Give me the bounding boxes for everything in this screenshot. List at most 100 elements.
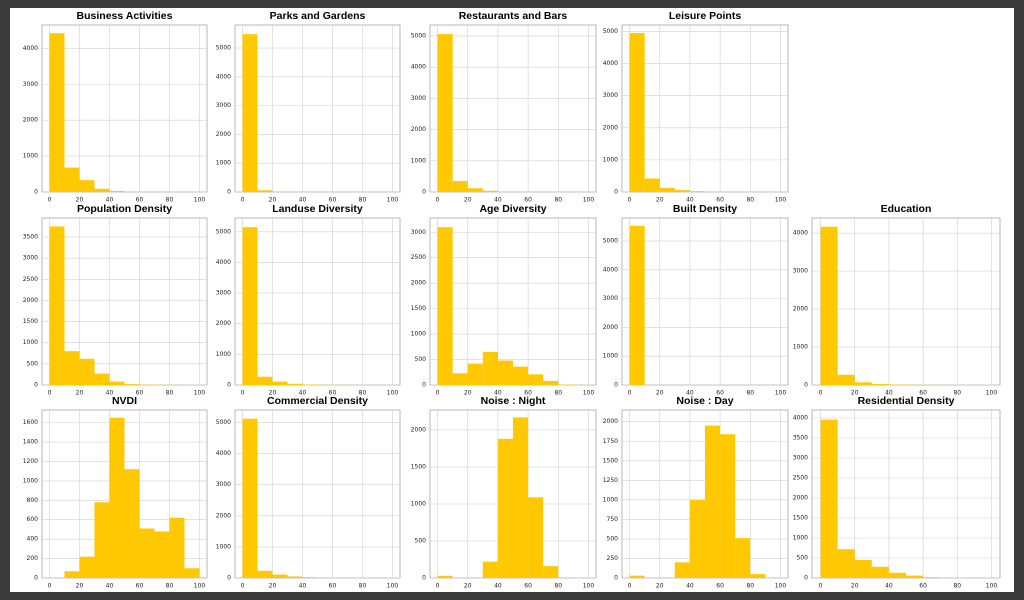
- bar: [302, 577, 318, 578]
- y-tick-label: 0: [422, 382, 426, 389]
- chart-title: NVDI: [112, 395, 137, 407]
- y-tick-label: 500: [797, 555, 809, 562]
- x-tick-label: 80: [166, 583, 174, 590]
- x-tick-label: 20: [269, 583, 277, 590]
- x-tick-label: 0: [628, 583, 632, 590]
- bar: [497, 360, 513, 385]
- y-tick-label: 800: [27, 497, 39, 504]
- bar: [674, 562, 690, 578]
- y-tick-label: 1000: [23, 153, 38, 160]
- chart-title: Noise : Day: [676, 395, 733, 407]
- plot-area: [811, 217, 1001, 386]
- x-tick-label: 80: [746, 197, 754, 204]
- x-tick-label: 100: [387, 390, 399, 397]
- bar: [169, 517, 185, 578]
- y-tick-label: 4000: [411, 64, 426, 71]
- y-tick-label: 5000: [411, 32, 426, 39]
- x-tick-label: 100: [775, 197, 787, 204]
- y-tick-label: 3000: [603, 295, 618, 302]
- bar: [257, 190, 273, 192]
- y-tick-label: 3000: [216, 102, 231, 109]
- y-tick-label: 200: [27, 555, 39, 562]
- y-tick-label: 1000: [216, 351, 231, 358]
- plot-area: [234, 24, 401, 193]
- bar: [94, 373, 110, 385]
- x-tick-label: 0: [48, 197, 52, 204]
- x-tick-label: 60: [919, 583, 927, 590]
- bar: [109, 190, 125, 192]
- y-tick-label: 2000: [603, 418, 618, 425]
- bar: [482, 561, 498, 578]
- x-tick-label: 20: [656, 197, 664, 204]
- x-tick-label: 80: [554, 390, 562, 397]
- x-tick-label: 60: [136, 583, 144, 590]
- bar: [124, 469, 140, 578]
- bar: [659, 187, 675, 192]
- x-tick-label: 20: [76, 197, 84, 204]
- y-tick-label: 3000: [793, 455, 808, 462]
- bar: [49, 226, 65, 385]
- y-tick-label: 4000: [793, 415, 808, 422]
- y-tick-label: 2000: [411, 126, 426, 133]
- bar: [513, 417, 529, 578]
- y-tick-label: 1400: [23, 439, 38, 446]
- y-tick-label: 5000: [603, 238, 618, 245]
- x-tick-label: 80: [359, 583, 367, 590]
- x-tick-label: 40: [299, 390, 307, 397]
- x-tick-label: 40: [494, 583, 502, 590]
- y-tick-label: 4000: [603, 60, 618, 67]
- chart-title: Business Activities: [77, 10, 173, 22]
- bar: [837, 549, 855, 578]
- chart-title: Residential Density: [858, 395, 955, 407]
- bar: [923, 577, 941, 578]
- y-tick-label: 1000: [411, 157, 426, 164]
- bar: [629, 575, 645, 578]
- x-tick-label: 40: [686, 583, 694, 590]
- y-tick-label: 0: [422, 189, 426, 196]
- bar: [629, 225, 645, 385]
- chart-title: Landuse Diversity: [272, 203, 363, 215]
- x-tick-label: 0: [628, 197, 632, 204]
- x-tick-label: 20: [464, 197, 472, 204]
- y-tick-label: 500: [415, 537, 427, 544]
- x-tick-label: 100: [986, 583, 998, 590]
- bar: [287, 576, 303, 578]
- x-tick-label: 100: [387, 197, 399, 204]
- y-tick-label: 1000: [603, 156, 618, 163]
- bar: [482, 351, 498, 385]
- bar: [64, 167, 80, 192]
- x-tick-label: 40: [686, 390, 694, 397]
- bar: [528, 497, 544, 578]
- x-tick-label: 100: [194, 197, 206, 204]
- x-tick-label: 20: [76, 583, 84, 590]
- bar: [820, 419, 838, 578]
- x-tick-label: 60: [716, 390, 724, 397]
- x-tick-label: 20: [851, 390, 859, 397]
- chart-title: Noise : Night: [481, 395, 546, 407]
- y-tick-label: 3000: [23, 255, 38, 262]
- y-tick-label: 3000: [216, 290, 231, 297]
- y-tick-label: 1000: [411, 331, 426, 338]
- bar: [242, 34, 258, 193]
- y-tick-label: 2000: [603, 124, 618, 131]
- x-tick-label: 100: [583, 390, 595, 397]
- plot-area: [429, 24, 597, 193]
- y-tick-label: 500: [607, 535, 619, 542]
- x-tick-label: 100: [775, 583, 787, 590]
- chart-title: Age Diversity: [479, 203, 546, 215]
- bar: [242, 418, 258, 578]
- x-tick-label: 80: [746, 390, 754, 397]
- y-tick-label: 0: [614, 189, 618, 196]
- x-tick-label: 0: [241, 583, 245, 590]
- bar: [820, 226, 838, 385]
- bar: [64, 571, 80, 578]
- y-tick-label: 3000: [603, 92, 618, 99]
- x-tick-label: 80: [554, 197, 562, 204]
- plot-area: [621, 217, 789, 386]
- bar: [720, 434, 736, 578]
- y-tick-label: 2000: [23, 117, 38, 124]
- y-tick-label: 4000: [23, 45, 38, 52]
- y-tick-label: 1600: [23, 419, 38, 426]
- y-tick-label: 2000: [411, 426, 426, 433]
